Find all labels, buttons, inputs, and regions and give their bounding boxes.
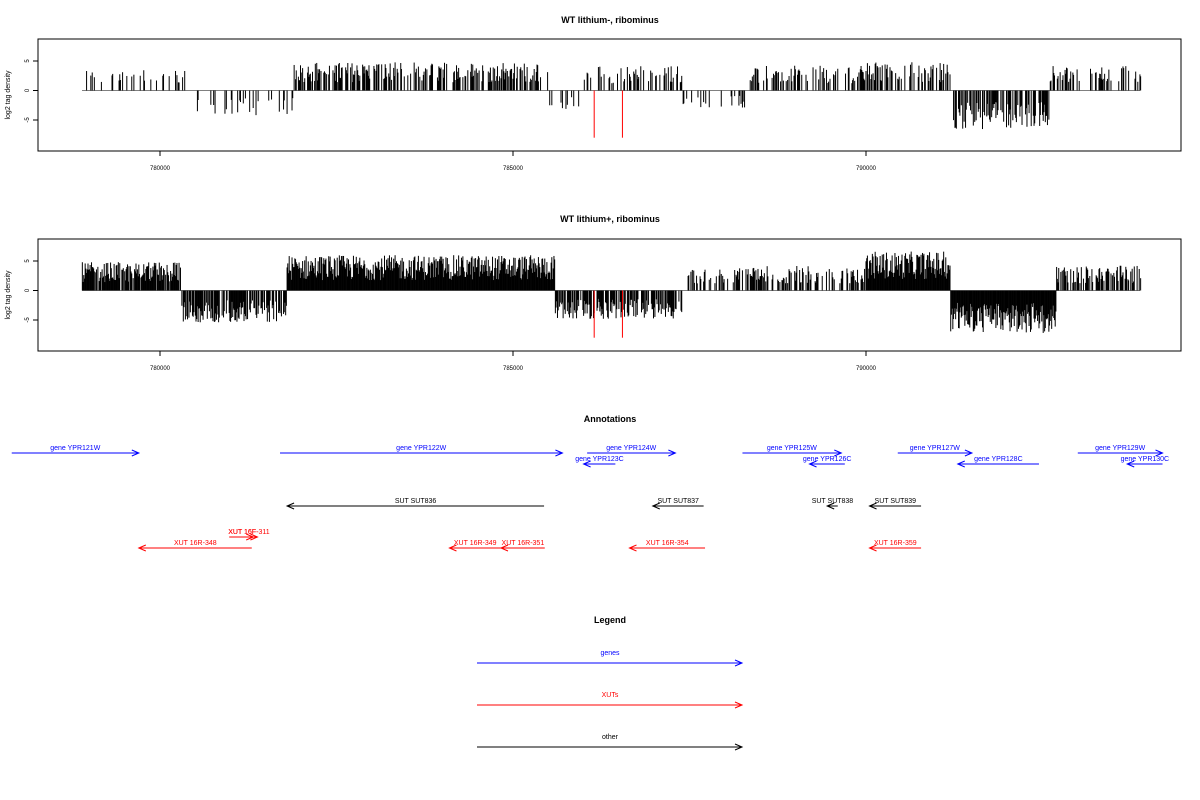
density-bars [86, 62, 1142, 130]
feature-label: gene YPR127W [910, 445, 960, 452]
highlight-bars [593, 290, 623, 338]
feature-list: gene YPR121W gene YPR122W gene YPR124W gene… [11, 445, 1170, 552]
legend-label: XUTs [602, 692, 619, 699]
feature-gene: gene YPR124W [587, 445, 677, 457]
x-tick-label: 785000 [503, 166, 524, 172]
feature-label: gene YPR125W [767, 445, 817, 452]
y-axis-label: log2 tag density [5, 70, 12, 120]
feature-label: gene YPR130C [1121, 456, 1170, 463]
feature-label: SUT SUT838 [812, 498, 854, 505]
feature-label: SUT SUT837 [657, 498, 699, 505]
feature-gene: gene YPR123C [575, 456, 624, 468]
y-tick-label: 5 [25, 59, 31, 63]
feature-label: XUT 16F- [228, 529, 259, 536]
feature-gene: gene YPR130C [1121, 456, 1170, 468]
x-tick-label: 780000 [150, 166, 171, 172]
feature-label: gene YPR124W [606, 445, 656, 452]
axis-ticks: 780000 785000 790000 -5 0 5 [25, 259, 877, 372]
feature-label: XUT 16F-311 [228, 529, 269, 536]
feature-gene: gene YPR127W [897, 445, 974, 457]
legend-label: genes [600, 650, 620, 657]
feature-label: gene YPR126C [803, 456, 852, 463]
y-tick-label: -5 [25, 117, 31, 123]
feature-gene: gene YPR126C [803, 456, 852, 468]
y-axis-label: log2 tag density [5, 270, 12, 320]
annotations-track: Annotations gene YPR121W gene YPR122W gene… [11, 414, 1170, 552]
plot-title: WT lithium-, ribominus [561, 15, 659, 25]
annotations-title: Annotations [584, 414, 637, 424]
plot-title: WT lithium+, ribominus [560, 214, 660, 224]
feature-other: SUT SUT839 [868, 498, 922, 510]
feature-label: gene YPR129W [1095, 445, 1145, 452]
legend-items: genes XUTs other [477, 650, 744, 751]
feature-other: SUT SUT837 [651, 498, 704, 510]
legend-label: other [602, 734, 619, 741]
feature-xut: XUT 16R-354 [628, 540, 706, 552]
feature-xut: XUT 16F-311 [228, 529, 270, 541]
highlight-bars [593, 90, 623, 138]
feature-label: gene YPR121W [50, 445, 100, 452]
feature-gene: gene YPR122W [280, 445, 564, 457]
feature-xut: XUT 16R-349 [448, 540, 501, 552]
feature-label: gene YPR122W [396, 445, 446, 452]
x-tick-label: 785000 [503, 366, 524, 372]
feature-xut: XUT 16R-348 [137, 540, 252, 552]
feature-label: XUT 16R-354 [646, 540, 689, 547]
plot-frame [37, 38, 1182, 152]
feature-xut: XUT 16R-351 [499, 540, 545, 552]
axis-ticks: 780000 785000 790000 -5 0 5 [25, 59, 877, 172]
x-tick-label: 780000 [150, 366, 171, 372]
density-bars [81, 251, 1142, 333]
feature-gene: gene YPR128C [956, 456, 1039, 468]
feature-label: SUT SUT836 [395, 498, 437, 505]
feature-gene: gene YPR129W [1077, 445, 1164, 457]
feature-label: gene YPR128C [974, 456, 1023, 463]
track-plot-lithium-plus: WT lithium+, ribominus 780000 785000 79000… [5, 214, 1182, 372]
feature-label: XUT 16R-348 [174, 540, 217, 547]
legend-title: Legend [594, 615, 626, 625]
legend-item-xut: XUTs [477, 692, 744, 709]
legend: Legend genes XUTs other [477, 615, 744, 751]
feature-label: SUT SUT839 [875, 498, 917, 505]
feature-gene: gene YPR125W [742, 445, 843, 457]
x-tick-label: 790000 [856, 366, 877, 372]
y-tick-label: 0 [25, 288, 31, 292]
feature-gene: gene YPR121W [11, 445, 141, 457]
legend-item-gene: genes [477, 650, 744, 667]
feature-other: SUT SUT838 [812, 498, 854, 510]
y-tick-label: -5 [25, 317, 31, 323]
y-tick-label: 5 [25, 259, 31, 263]
plot-frame [37, 238, 1182, 352]
feature-label: XUT 16R-349 [454, 540, 497, 547]
feature-label: XUT 16R-351 [502, 540, 545, 547]
feature-xut: XUT 16R-359 [868, 540, 922, 552]
track-plot-lithium-minus: WT lithium-, ribominus 780000 785000 79000… [5, 15, 1182, 172]
y-tick-label: 0 [25, 88, 31, 92]
feature-other: SUT SUT836 [285, 498, 545, 510]
legend-item-other: other [477, 734, 744, 751]
x-tick-label: 790000 [856, 166, 877, 172]
feature-label: gene YPR123C [575, 456, 624, 463]
feature-label: XUT 16R-359 [874, 540, 917, 547]
